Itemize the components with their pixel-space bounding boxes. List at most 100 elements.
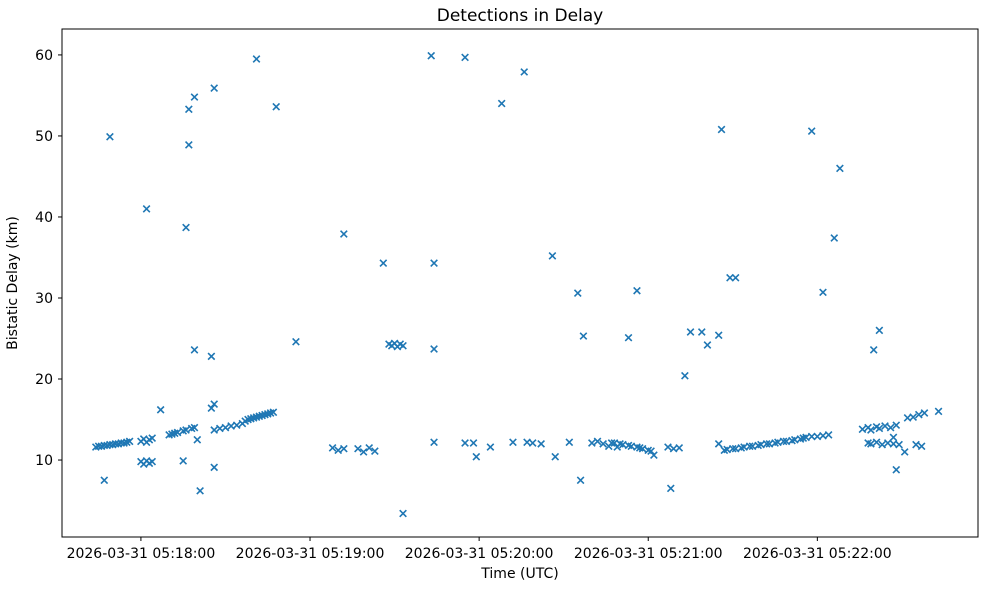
data-point bbox=[875, 424, 884, 433]
data-point bbox=[697, 328, 706, 336]
data-point bbox=[365, 444, 374, 452]
data-point bbox=[269, 408, 278, 417]
data-point bbox=[551, 452, 560, 461]
data-point bbox=[190, 423, 199, 432]
data-point bbox=[726, 273, 734, 282]
chart-title: Detections in Delay bbox=[437, 6, 604, 26]
x-tick-label: 2026-03-31 05:19:00 bbox=[236, 546, 385, 562]
x-tick-label: 2026-03-31 05:18:00 bbox=[67, 546, 216, 562]
data-point bbox=[892, 465, 901, 474]
data-point bbox=[607, 439, 616, 447]
axes-border bbox=[61, 28, 979, 538]
data-point bbox=[196, 486, 204, 495]
data-point bbox=[728, 444, 737, 453]
data-point bbox=[328, 444, 337, 452]
data-point bbox=[579, 332, 588, 340]
data-point bbox=[461, 439, 469, 447]
data-point bbox=[232, 421, 241, 430]
data-point bbox=[210, 84, 219, 93]
ticks-layer: 2026-03-31 05:18:00 2026-03-31 05:19:00 20… bbox=[35, 48, 892, 562]
data-point bbox=[210, 463, 219, 472]
data-point bbox=[548, 251, 557, 260]
data-point bbox=[681, 371, 689, 380]
data-point bbox=[334, 446, 343, 455]
data-point bbox=[427, 51, 436, 60]
data-point bbox=[142, 205, 151, 213]
data-point bbox=[875, 326, 884, 335]
data-point bbox=[272, 102, 281, 111]
data-point bbox=[497, 99, 506, 108]
data-point bbox=[565, 438, 574, 447]
data-point bbox=[537, 439, 546, 448]
data-point bbox=[184, 105, 193, 114]
data-point bbox=[703, 341, 712, 349]
data-point bbox=[867, 426, 875, 434]
data-point bbox=[148, 457, 157, 466]
data-point bbox=[399, 341, 407, 350]
data-point bbox=[886, 423, 895, 432]
data-point bbox=[252, 55, 261, 63]
y-tick-label: 30 bbox=[35, 291, 53, 307]
data-point bbox=[461, 53, 469, 62]
data-point bbox=[914, 410, 923, 419]
data-point bbox=[807, 432, 816, 441]
data-point bbox=[717, 125, 726, 134]
y-tick-label: 20 bbox=[35, 372, 53, 388]
data-point bbox=[588, 439, 596, 447]
data-point bbox=[207, 352, 216, 361]
data-point bbox=[917, 442, 926, 451]
y-tick-label: 10 bbox=[35, 453, 53, 469]
data-point bbox=[339, 444, 348, 453]
data-point bbox=[399, 509, 407, 518]
data-point bbox=[486, 443, 495, 451]
data-point bbox=[779, 437, 788, 446]
data-point bbox=[714, 439, 723, 448]
data-point bbox=[182, 426, 190, 434]
data-point bbox=[190, 93, 199, 101]
data-point bbox=[872, 438, 881, 447]
data-point bbox=[762, 439, 771, 448]
data-point bbox=[666, 484, 675, 493]
data-point bbox=[909, 413, 918, 421]
data-point bbox=[210, 426, 219, 434]
data-point bbox=[100, 476, 109, 485]
data-point bbox=[895, 440, 903, 449]
data-point bbox=[889, 433, 898, 442]
y-tick-label: 60 bbox=[35, 48, 53, 64]
data-point bbox=[858, 425, 867, 434]
data-point bbox=[472, 452, 481, 461]
data-point bbox=[379, 259, 388, 268]
data-point bbox=[624, 333, 633, 342]
data-point bbox=[920, 409, 929, 417]
data-point bbox=[599, 439, 608, 448]
data-point bbox=[638, 444, 647, 453]
data-point bbox=[878, 440, 887, 449]
data-point bbox=[573, 289, 582, 297]
data-point bbox=[675, 444, 684, 452]
data-point bbox=[125, 437, 134, 446]
data-point bbox=[179, 456, 188, 465]
data-point bbox=[469, 439, 478, 447]
data-point bbox=[184, 140, 193, 149]
plot-area bbox=[62, 29, 978, 537]
data-point bbox=[370, 447, 379, 455]
data-point bbox=[714, 331, 723, 340]
data-point bbox=[824, 431, 833, 439]
data-point bbox=[190, 345, 199, 354]
data-point bbox=[807, 127, 816, 135]
data-point bbox=[430, 259, 438, 268]
data-point bbox=[892, 421, 901, 430]
data-point bbox=[650, 451, 658, 460]
x-tick-label: 2026-03-31 05:20:00 bbox=[405, 546, 554, 562]
data-point bbox=[520, 68, 529, 76]
data-point bbox=[869, 345, 878, 354]
data-point bbox=[867, 439, 875, 448]
data-point bbox=[731, 273, 740, 282]
data-point bbox=[647, 447, 655, 455]
x-tick-label: 2026-03-31 05:22:00 bbox=[743, 546, 892, 562]
data-point bbox=[745, 442, 754, 451]
data-point bbox=[182, 223, 190, 232]
data-point bbox=[430, 345, 438, 353]
